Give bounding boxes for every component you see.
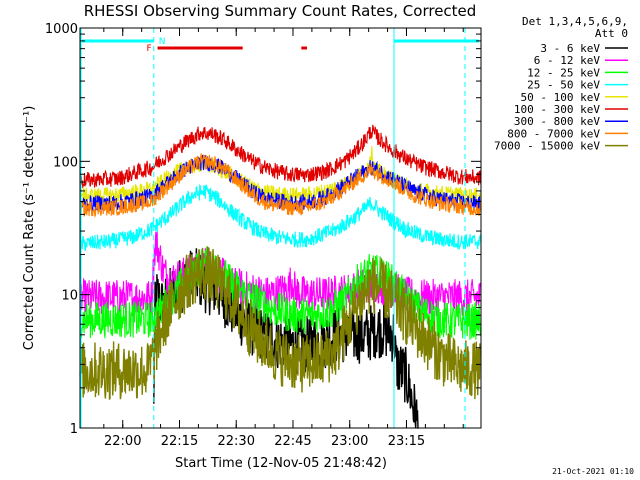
flags-layer: NF: [80, 28, 479, 428]
x-tick-label: 22:30: [218, 434, 255, 449]
legend-header-line1: Det 1,3,4,5,6,9,: [522, 15, 628, 28]
legend-label: 25 - 50 keV: [527, 79, 600, 92]
plot-frame: [79, 27, 482, 429]
series-line-100-300-kev: [79, 124, 482, 189]
x-tick-label: 23:00: [331, 434, 368, 449]
night-flag-label: N: [159, 37, 166, 47]
x-tick-label: 22:15: [161, 434, 198, 449]
x-axis-label: Start Time (12-Nov-05 21:48:42): [175, 456, 387, 471]
y-tick-label: 1000: [45, 22, 78, 37]
y-tick-label: 1: [70, 422, 78, 437]
x-tick-label: 22:45: [274, 434, 311, 449]
legend-label: 12 - 25 keV: [527, 66, 600, 79]
series-layer: [79, 124, 482, 429]
axis-layer: 22:00 22:15 22:30 22:45 23:00 23:15 1 10 100 1000: [45, 22, 481, 449]
series-line-25-50-kev: [79, 183, 482, 251]
x-tick-label: 23:15: [388, 434, 425, 449]
legend-label: 7000 - 15000 keV: [494, 140, 600, 153]
chart-title: RHESSI Observing Summary Count Rates, Co…: [84, 2, 477, 20]
legend-label: 800 - 7000 keV: [507, 127, 600, 140]
legend-label: 300 - 800 keV: [514, 115, 600, 128]
x-tick-label: 22:00: [104, 434, 141, 449]
legend-label: 3 - 6 keV: [540, 42, 600, 55]
legend-header-line2: Att 0: [595, 27, 628, 40]
footer-date: 21-Oct-2021 01:10: [552, 467, 634, 476]
legend-label: 100 - 300 keV: [514, 103, 600, 116]
series-line-7000-15000-kev: [79, 246, 482, 401]
y-axis-label: Corrected Count Rate (s⁻¹ detector⁻¹): [22, 106, 37, 351]
y-tick-label: 100: [53, 155, 78, 170]
flare-flag-label: F: [147, 44, 152, 54]
legend-label: 6 - 12 keV: [534, 54, 601, 67]
y-tick-label: 10: [61, 289, 78, 304]
series-line-12-25-kev: [79, 246, 482, 340]
series-line-800-7000-kev: [79, 153, 482, 218]
legend-label: 50 - 100 keV: [521, 91, 601, 104]
